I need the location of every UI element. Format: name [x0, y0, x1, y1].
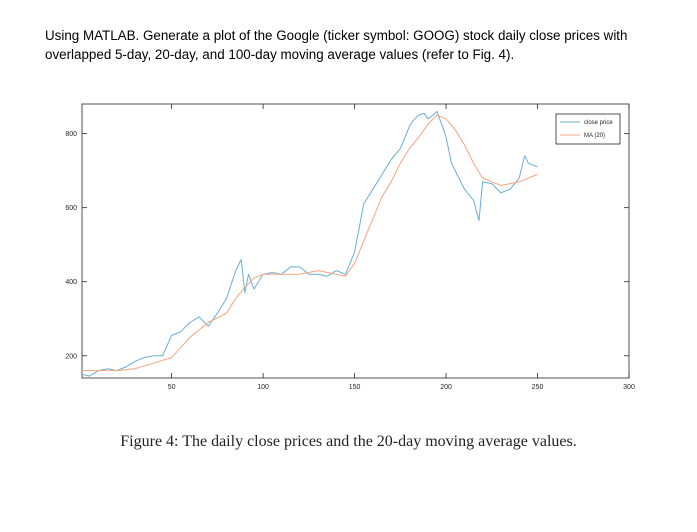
x-tick-label: 250: [532, 384, 544, 391]
legend-label: close price: [584, 120, 613, 126]
figure-caption: Figure 4: The daily close prices and the…: [120, 433, 577, 450]
question-line-1: Using MATLAB. Generate a plot of the Goo…: [45, 28, 628, 43]
plot-frame: [81, 103, 630, 379]
legend-label: MA (20): [584, 133, 605, 139]
x-tick-label: 50: [168, 384, 176, 391]
close-price-line: [81, 110, 538, 377]
x-tick-label: 300: [623, 384, 635, 391]
y-tick-label: 800: [65, 131, 77, 138]
question-text: Using MATLAB. Generate a plot of the Goo…: [45, 26, 665, 64]
legend-box: [555, 113, 621, 145]
y-tick-label: 200: [65, 353, 77, 360]
y-tick-label: 600: [65, 205, 77, 212]
ma-20-line: [82, 114, 538, 372]
x-tick-label: 200: [440, 384, 452, 391]
question-line-2: overlapped 5-day, 20-day, and 100-day mo…: [45, 47, 515, 62]
x-tick-label: 100: [257, 384, 269, 391]
x-tick-label: 150: [349, 384, 361, 391]
y-tick-label: 400: [65, 279, 77, 286]
